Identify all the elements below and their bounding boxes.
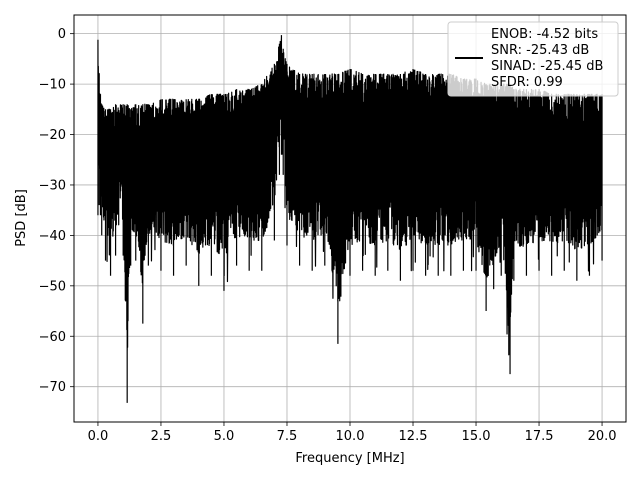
x-axis-label: Frequency [MHz] bbox=[295, 451, 404, 466]
x-tick-label: 0.0 bbox=[88, 429, 109, 444]
legend: ENOB: -4.52 bits SNR: -25.43 dB SINAD: -… bbox=[447, 21, 619, 97]
y-tick-label: −20 bbox=[39, 128, 66, 143]
y-tick-label: 0 bbox=[58, 27, 66, 42]
legend-sfdr: SFDR: 0.99 bbox=[491, 75, 563, 90]
x-axis-ticks: 0.0 2.5 5.0 7.5 10.0 12.5 15.0 17.5 20.0 bbox=[88, 422, 617, 444]
y-tick-label: −60 bbox=[39, 330, 66, 345]
psd-series bbox=[97, 35, 603, 403]
y-tick-label: −10 bbox=[39, 78, 66, 93]
x-tick-label: 15.0 bbox=[462, 429, 491, 444]
legend-box bbox=[447, 21, 619, 97]
y-tick-label: −50 bbox=[39, 279, 66, 294]
y-tick-label: −70 bbox=[39, 380, 66, 395]
x-tick-label: 5.0 bbox=[214, 429, 235, 444]
legend-enob: ENOB: -4.52 bits bbox=[491, 27, 598, 42]
y-axis-label: PSD [dB] bbox=[14, 189, 29, 247]
y-tick-label: −30 bbox=[39, 178, 66, 193]
psd-trace bbox=[97, 35, 603, 403]
legend-sinad: SINAD: -25.45 dB bbox=[491, 59, 603, 74]
x-tick-label: 10.0 bbox=[336, 429, 365, 444]
x-tick-label: 2.5 bbox=[151, 429, 172, 444]
y-axis-ticks: 0 −10 −20 −30 −40 −50 −60 −70 bbox=[39, 27, 74, 395]
x-tick-label: 12.5 bbox=[399, 429, 428, 444]
x-tick-label: 7.5 bbox=[277, 429, 298, 444]
x-tick-label: 17.5 bbox=[525, 429, 554, 444]
legend-snr: SNR: -25.43 dB bbox=[491, 43, 589, 58]
y-tick-label: −40 bbox=[39, 229, 66, 244]
x-tick-label: 20.0 bbox=[588, 429, 617, 444]
